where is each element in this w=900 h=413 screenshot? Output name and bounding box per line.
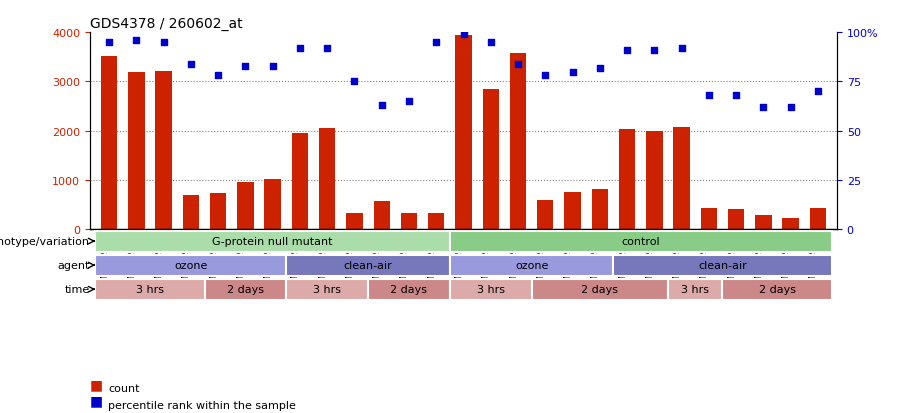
Bar bbox=[482, 90, 499, 230]
Bar bbox=[156, 71, 172, 230]
Bar bbox=[455, 36, 472, 230]
Point bbox=[456, 32, 471, 38]
Point bbox=[102, 40, 116, 46]
Bar bbox=[646, 131, 662, 230]
Text: ■: ■ bbox=[90, 394, 104, 408]
Point bbox=[784, 104, 798, 111]
Bar bbox=[292, 134, 308, 230]
Bar bbox=[128, 72, 145, 230]
Bar bbox=[265, 179, 281, 230]
Point bbox=[538, 73, 553, 80]
FancyBboxPatch shape bbox=[450, 231, 832, 252]
FancyBboxPatch shape bbox=[286, 279, 368, 300]
Bar bbox=[509, 54, 526, 230]
Point bbox=[266, 63, 280, 70]
FancyBboxPatch shape bbox=[532, 279, 668, 300]
Bar bbox=[319, 128, 336, 230]
FancyBboxPatch shape bbox=[614, 255, 832, 276]
Text: control: control bbox=[621, 237, 660, 247]
Text: clean-air: clean-air bbox=[344, 261, 392, 271]
Bar bbox=[400, 213, 418, 230]
Text: 3 hrs: 3 hrs bbox=[313, 285, 341, 294]
Bar bbox=[183, 195, 199, 230]
Point bbox=[483, 40, 498, 46]
FancyBboxPatch shape bbox=[723, 279, 832, 300]
Bar bbox=[619, 129, 635, 230]
Bar bbox=[701, 209, 717, 230]
Point bbox=[592, 65, 607, 72]
Bar bbox=[782, 218, 799, 230]
Point bbox=[157, 40, 171, 46]
Bar bbox=[101, 57, 117, 230]
Text: genotype/variation: genotype/variation bbox=[0, 237, 90, 247]
Point bbox=[184, 61, 198, 68]
Text: percentile rank within the sample: percentile rank within the sample bbox=[108, 400, 296, 410]
Point bbox=[129, 38, 143, 44]
Point bbox=[511, 61, 526, 68]
Text: 2 days: 2 days bbox=[227, 285, 264, 294]
Point bbox=[320, 45, 335, 52]
Bar bbox=[755, 216, 771, 230]
Point bbox=[374, 102, 389, 109]
Point bbox=[702, 93, 716, 99]
Point bbox=[238, 63, 253, 70]
Point bbox=[811, 89, 825, 95]
FancyBboxPatch shape bbox=[368, 279, 450, 300]
Point bbox=[347, 79, 362, 85]
Bar bbox=[810, 208, 826, 230]
Point bbox=[565, 69, 580, 76]
Point bbox=[401, 98, 416, 105]
Text: 2 days: 2 days bbox=[391, 285, 428, 294]
Bar bbox=[728, 210, 744, 230]
Text: ozone: ozone bbox=[515, 261, 548, 271]
Bar bbox=[564, 192, 580, 230]
Bar bbox=[210, 194, 226, 230]
Text: ozone: ozone bbox=[175, 261, 208, 271]
Text: count: count bbox=[108, 383, 140, 393]
Text: time: time bbox=[65, 285, 90, 294]
Text: clean-air: clean-air bbox=[698, 261, 747, 271]
Bar bbox=[238, 183, 254, 230]
Point bbox=[620, 47, 634, 54]
Point bbox=[756, 104, 770, 111]
FancyBboxPatch shape bbox=[204, 279, 286, 300]
Bar bbox=[537, 201, 554, 230]
Text: 3 hrs: 3 hrs bbox=[477, 285, 505, 294]
Text: GDS4378 / 260602_at: GDS4378 / 260602_at bbox=[90, 17, 243, 31]
FancyBboxPatch shape bbox=[95, 231, 450, 252]
Text: ■: ■ bbox=[90, 377, 104, 391]
Bar bbox=[591, 189, 608, 230]
Bar bbox=[346, 213, 363, 230]
Point bbox=[647, 47, 662, 54]
Text: 3 hrs: 3 hrs bbox=[681, 285, 709, 294]
Text: 3 hrs: 3 hrs bbox=[136, 285, 164, 294]
FancyBboxPatch shape bbox=[668, 279, 723, 300]
Point bbox=[292, 45, 307, 52]
Bar bbox=[673, 127, 689, 230]
Text: 2 days: 2 days bbox=[581, 285, 618, 294]
Point bbox=[729, 93, 743, 99]
Text: 2 days: 2 days bbox=[759, 285, 796, 294]
Text: agent: agent bbox=[58, 261, 90, 271]
Bar bbox=[428, 214, 445, 230]
Point bbox=[674, 45, 688, 52]
FancyBboxPatch shape bbox=[450, 279, 532, 300]
Point bbox=[211, 73, 225, 80]
Text: G-protein null mutant: G-protein null mutant bbox=[212, 237, 333, 247]
FancyBboxPatch shape bbox=[95, 255, 286, 276]
Bar bbox=[374, 202, 390, 230]
FancyBboxPatch shape bbox=[95, 279, 204, 300]
FancyBboxPatch shape bbox=[450, 255, 614, 276]
FancyBboxPatch shape bbox=[286, 255, 450, 276]
Point bbox=[429, 40, 444, 46]
